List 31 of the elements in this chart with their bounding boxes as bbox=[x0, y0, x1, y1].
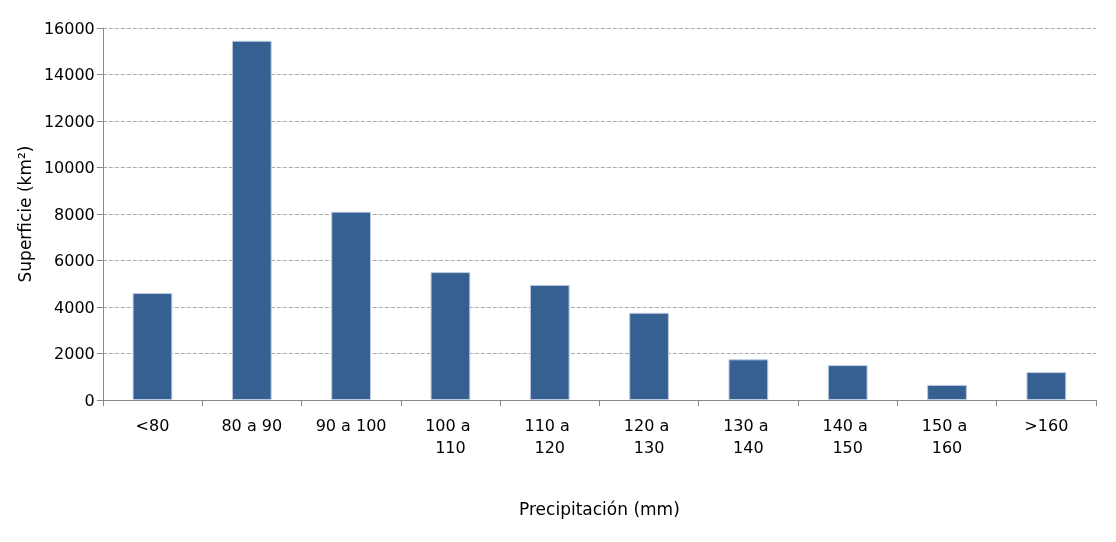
bar bbox=[728, 359, 769, 400]
y-tick-label: 16000 bbox=[43, 18, 95, 38]
y-tick-label: 8000 bbox=[54, 204, 95, 224]
bar bbox=[927, 384, 967, 400]
y-tick-label: 4000 bbox=[54, 297, 95, 317]
y-tick-label: 12000 bbox=[43, 111, 95, 131]
x-tick-label: 150 a 160 bbox=[921, 415, 973, 457]
x-tick-label: 80 a 90 bbox=[221, 415, 283, 435]
x-tick-label: 100 a 110 bbox=[425, 415, 476, 457]
x-tick-label: >160 bbox=[1024, 415, 1069, 435]
bar bbox=[331, 211, 371, 400]
bar bbox=[629, 312, 669, 400]
x-tick-label: 130 a 140 bbox=[723, 415, 774, 457]
x-tick-label: 90 a 100 bbox=[315, 415, 387, 435]
x-tick-label: 120 a 130 bbox=[623, 415, 675, 457]
bar bbox=[1026, 372, 1067, 400]
bar bbox=[132, 293, 173, 400]
y-tick-label: 10000 bbox=[43, 158, 95, 177]
y-tick-label: 6000 bbox=[54, 251, 95, 270]
y-axis-title: Superficie (km²) bbox=[14, 145, 35, 283]
y-tick-label: 14000 bbox=[43, 65, 95, 84]
bar bbox=[529, 284, 570, 400]
y-tick-label: 2000 bbox=[54, 344, 95, 363]
x-tick-label: <80 bbox=[135, 415, 170, 435]
x-axis-title: Precipitación (mm) bbox=[519, 498, 680, 519]
bar bbox=[827, 365, 868, 400]
y-tick-label: 0 bbox=[84, 390, 95, 410]
bar bbox=[430, 272, 471, 400]
x-tick-label: 110 a 120 bbox=[524, 415, 575, 457]
bar bbox=[231, 40, 272, 400]
x-tick-label: 140 a 150 bbox=[822, 415, 873, 457]
